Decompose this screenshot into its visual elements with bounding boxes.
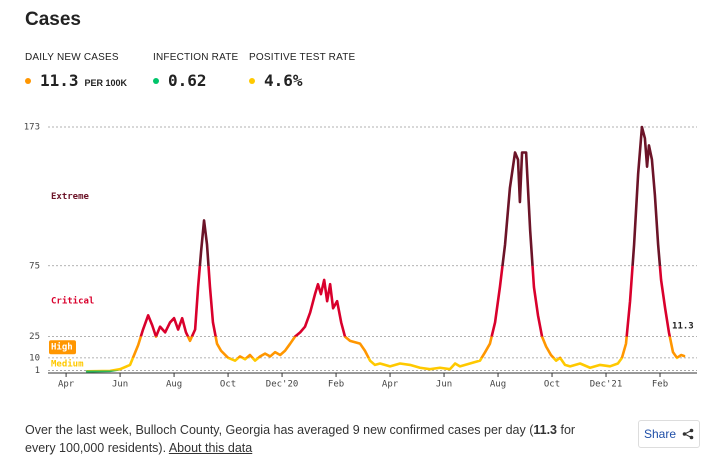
cases-line	[85, 125, 686, 373]
x-tick-label: Feb	[652, 380, 668, 390]
metric-dot	[249, 78, 255, 84]
y-tick-label: 75	[29, 261, 40, 271]
x-tick-label: Jun	[112, 380, 128, 390]
metric-unit: PER 100K	[84, 78, 128, 88]
metric[interactable]: POSITIVE TEST RATE 4.6%	[249, 52, 355, 90]
x-tick-label: Dec'21	[590, 380, 623, 390]
share-label: Share	[643, 427, 677, 441]
metric-dot	[153, 78, 159, 84]
x-tick-label: Aug	[490, 380, 506, 390]
zone-label: Critical	[51, 296, 94, 307]
title: Cases	[25, 9, 81, 30]
metric-row: 4.6%	[249, 71, 355, 90]
metric-row: 11.3 PER 100K	[25, 71, 127, 90]
metric[interactable]: DAILY NEW CASES 11.3 PER 100K	[25, 52, 127, 90]
x-tick-label: Oct	[544, 380, 560, 390]
footer-after: for every 100,000 residents).	[25, 423, 576, 455]
zone-label: High	[51, 342, 73, 353]
x-tick-label: Aug	[166, 380, 182, 390]
x-tick-label: Dec'20	[266, 380, 299, 390]
x-tick-label: Apr	[382, 380, 399, 390]
metric-row: 0.62	[153, 71, 238, 90]
chart: 1 10 25 75 173 Apr Jun Aug Oct Dec'20 Feb Apr Jun Aug…	[24, 123, 697, 390]
metric-value: 0.62	[168, 71, 207, 90]
metric-label: POSITIVE TEST RATE	[249, 52, 356, 63]
metric-label: INFECTION RATE	[153, 52, 239, 63]
y-tick-label: 1	[35, 366, 40, 376]
metric-value: 11.3	[40, 71, 79, 90]
x-tick-label: Feb	[328, 380, 344, 390]
metric-dot	[25, 78, 31, 84]
y-tick-label: 173	[24, 123, 40, 133]
metric[interactable]: INFECTION RATE 0.62	[153, 52, 238, 90]
y-tick-label: 25	[29, 332, 40, 342]
x-tick-label: Apr	[58, 380, 75, 390]
about-link[interactable]: About this data	[168, 441, 253, 455]
share-button[interactable]: Share	[638, 420, 700, 448]
end-label: 11.3	[672, 321, 694, 331]
footer-before: Over the last week, Bulloch County, Geor…	[25, 423, 534, 437]
share-icon	[682, 428, 694, 440]
zone-label: Medium	[51, 359, 84, 370]
x-tick-label: Jun	[436, 380, 452, 390]
footer-highlight: 11.3	[533, 423, 558, 437]
y-tick-label: 10	[29, 353, 40, 363]
metric-value: 4.6%	[264, 71, 303, 90]
metric-label: DAILY NEW CASES	[25, 52, 119, 63]
zone-label-bg	[49, 340, 76, 355]
x-tick-label: Oct	[220, 380, 236, 390]
footer-text: Over the last week, Bulloch County, Geor…	[25, 421, 600, 457]
zone-label: Extreme	[51, 192, 90, 202]
